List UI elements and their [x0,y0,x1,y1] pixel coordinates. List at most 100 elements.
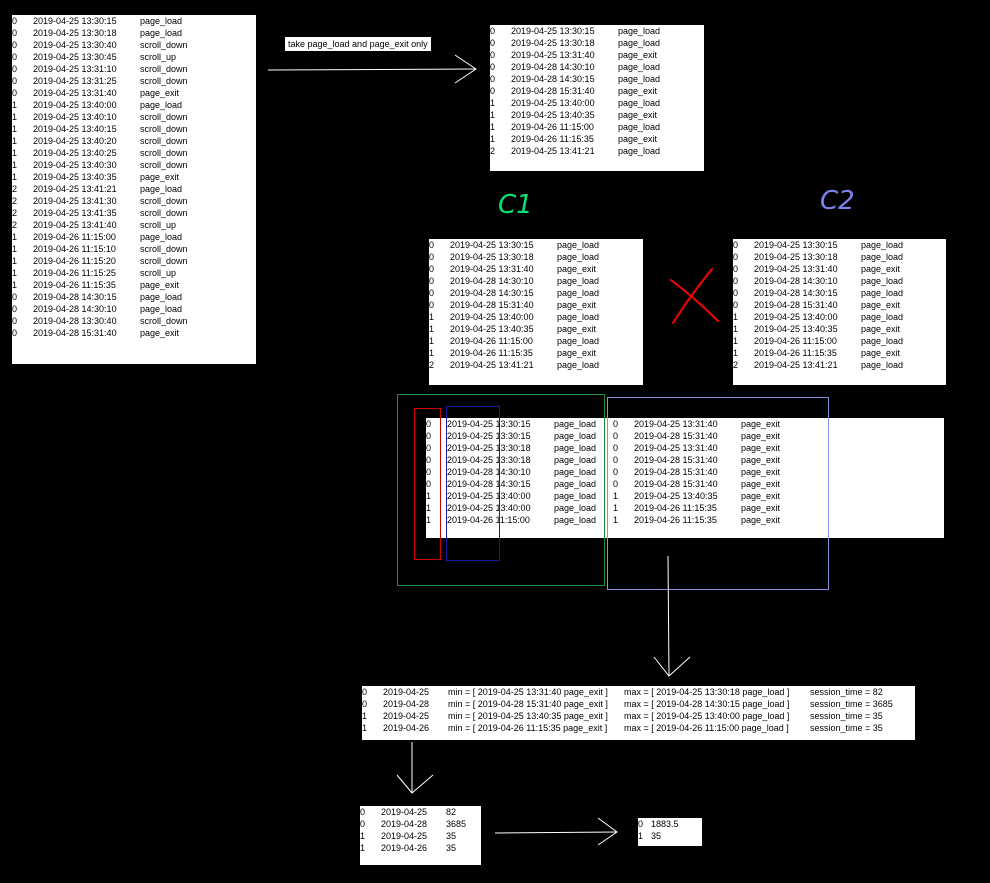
table-row: 0 2019-04-25 13:31:40 page_exit [613,418,833,430]
table-cell: 2019-04-25 13:30:18 [450,252,534,262]
table-cell: page_load [557,360,600,370]
table-cell: 2 [429,360,435,370]
table-row: 0 2019-04-25 13:31:40 page_exit [490,49,704,61]
table-row: 0 2019-04-28 14:30:15 page_load [426,478,611,490]
table-cell: page_load [140,28,183,38]
table-cell: session_time = 35 [810,711,883,721]
table-cell: 2019-04-26 11:15:25 [33,268,116,278]
table-row: 1 2019-04-25 13:40:35 page_exit [733,323,946,335]
table-cell: 2019-04-25 13:41:30 [33,196,117,206]
table-cell: 2019-04-28 15:31:40 [634,467,718,477]
table-row: 1 2019-04-25 13:40:00 page_load [12,99,256,111]
table-cell: scroll_down [140,124,188,134]
table-cell: 2019-04-28 14:30:10 [447,467,531,477]
table-cell: 1 [429,324,435,334]
table-cell: 2019-04-25 13:40:00 [754,312,838,322]
session-time-table: 0 2019-04-25 82 0 2019-04-28 3685 1 2019-04-25 3… [360,806,481,865]
table-cell: page_load [554,419,597,429]
table-row: 0 2019-04-25 13:30:45 scroll_up [12,51,256,63]
table-row: 1 2019-04-25 13:40:35 page_exit [490,109,704,121]
table-cell: 2019-04-25 [381,831,428,841]
table-row: 2 2019-04-25 13:41:21 page_load [12,183,256,195]
table-cell: 2019-04-26 11:15:35 [33,280,116,290]
table-cell: 2 [12,220,18,230]
table-cell: 1 [12,112,18,122]
table-cell: 0 [426,467,432,477]
table-cell: 2019-04-28 14:30:15 [450,288,534,298]
table-row: 0 2019-04-28 15:31:40 page_exit [613,466,833,478]
table-cell: 0 [12,64,18,74]
table-cell: 2019-04-28 15:31:40 [634,455,718,465]
table-cell: page_load [618,38,661,48]
table-cell: 0 [12,40,18,50]
table-row: 0 2019-04-28 15:31:40 page_exit [613,430,833,442]
table-cell: scroll_down [140,160,188,170]
table-cell: 0 [613,467,619,477]
table-row: 0 2019-04-28 15:31:40 page_exit [490,85,704,97]
table-cell: 1 [12,172,18,182]
table-cell: 2019-04-25 13:40:35 [754,324,838,334]
table-cell: 2019-04-26 [381,843,428,853]
table-cell: page_exit [861,300,901,310]
table-cell: page_load [557,288,600,298]
table-cell: scroll_down [140,112,188,122]
green-highlight-box [397,394,605,586]
table-row: 1 2019-04-25 13:40:35 page_exit [12,171,256,183]
table-cell: 2019-04-25 13:30:45 [33,52,117,62]
table-cell: page_load [140,100,183,110]
table-cell: 2019-04-25 13:30:15 [754,240,838,250]
table-row: 1 2019-04-25 13:40:15 scroll_down [12,123,256,135]
table-cell: 2019-04-26 11:15:00 [511,122,594,132]
table-cell: 2019-04-25 13:30:18 [447,443,531,453]
table-cell: page_exit [741,431,781,441]
table-cell: page_load [861,360,904,370]
raw-events-table: 0 2019-04-25 13:30:15 page_load 0 2019-04-25… [12,15,256,364]
table-row: 0 2019-04-28 13:30:40 scroll_down [12,315,256,327]
table-cell: page_exit [557,348,597,358]
table-cell: 0 [733,276,739,286]
table-row: 0 2019-04-25 13:30:18 page_load [426,442,611,454]
table-cell: page_load [557,276,600,286]
table-cell: page_exit [741,455,781,465]
table-cell: session_time = 35 [810,723,883,733]
table-row: 1 2019-04-25 13:40:00 page_load [426,502,611,514]
table-cell: 2 [12,196,18,206]
table-row: 0 2019-04-25 13:31:25 scroll_down [12,75,256,87]
table-row: 2 2019-04-25 13:41:21 page_load [733,359,946,371]
table-cell: 0 [12,76,18,86]
table-cell: page_load [140,304,183,314]
table-cell: 0 [733,300,739,310]
table-cell: page_exit [741,443,781,453]
table-cell: page_load [140,184,183,194]
table-cell: 1 [429,312,435,322]
table-cell: 2019-04-25 13:30:18 [511,38,595,48]
table-cell: page_load [618,26,661,36]
table-cell: 2019-04-26 11:15:35 [450,348,533,358]
table-cell: scroll_up [140,268,177,278]
table-cell: 2019-04-28 15:31:40 [450,300,534,310]
table-row: 2 2019-04-25 13:41:21 page_load [429,359,643,371]
table-cell: 2019-04-25 13:31:40 [450,264,534,274]
table-row: 1 2019-04-26 11:15:00 page_load [426,514,611,526]
table-cell: 2019-04-25 13:40:35 [33,172,117,182]
table-row: 1 2019-04-25 13:40:00 page_load [490,97,704,109]
table-cell: 1883.5 [651,819,679,829]
table-cell: 1 [12,244,18,254]
table-row: 0 2019-04-28 14:30:10 page_load [12,303,256,315]
table-cell: 1 [429,348,435,358]
table-cell: 1 [362,711,368,721]
table-cell: page_exit [618,134,658,144]
table-row: 1 2019-04-25 35 [360,830,481,842]
table-cell: 2019-04-28 [383,699,430,709]
table-row: 0 2019-04-25 13:30:15 page_load [426,418,611,430]
table-row: 1 2019-04-26 min = [ 2019-04-26 11:15:35 p… [362,722,915,734]
join-result-panel: 0 2019-04-25 13:30:15 page_load 0 2019-04-25… [426,418,944,538]
table-cell: scroll_down [140,316,188,326]
table-cell: scroll_down [140,256,188,266]
table-cell: max = [ 2019-04-25 13:40:00 page_load ] [624,711,790,721]
table-cell: 2019-04-25 13:31:40 [754,264,838,274]
arrow-times-to-average [494,817,618,846]
table-cell: 0 [490,74,496,84]
table-cell: 2019-04-26 11:15:00 [450,336,533,346]
table-cell: 0 [429,240,435,250]
